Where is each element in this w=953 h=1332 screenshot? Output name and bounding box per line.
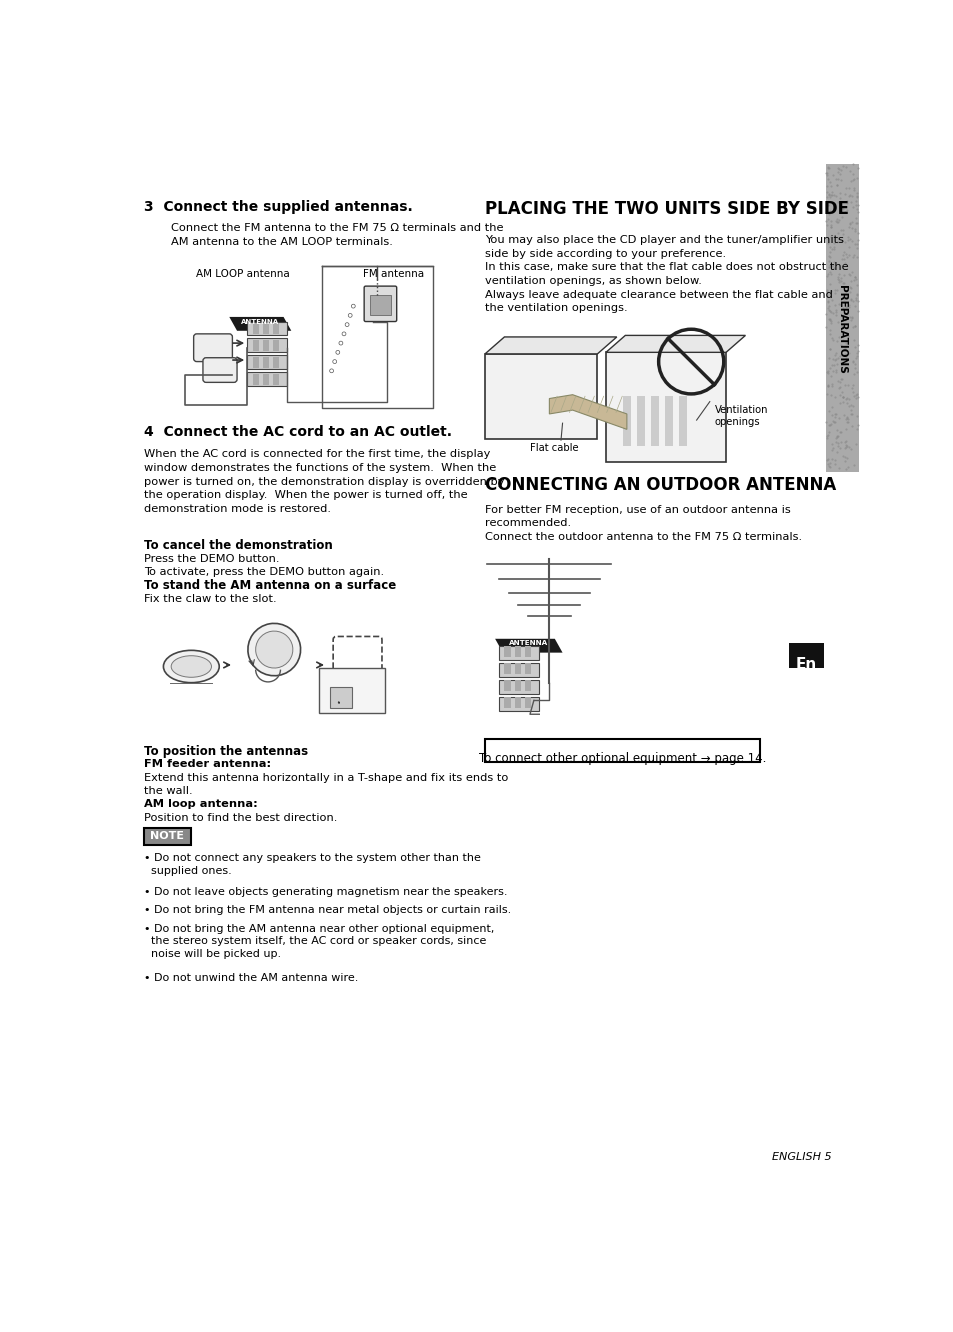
Text: AM loop antenna:: AM loop antenna:	[144, 799, 257, 809]
Bar	[262, 340, 269, 350]
Bar	[679, 396, 686, 446]
Text: To stand the AM antenna on a surface: To stand the AM antenna on a surface	[144, 579, 395, 593]
Polygon shape	[484, 337, 617, 354]
FancyBboxPatch shape	[484, 354, 597, 438]
Bar	[498, 681, 538, 694]
FancyBboxPatch shape	[144, 829, 191, 844]
Text: Press the DEMO button.
To activate, press the DEMO button again.: Press the DEMO button. To activate, pres…	[144, 554, 384, 577]
Bar	[498, 697, 538, 711]
Text: Fix the claw to the slot.: Fix the claw to the slot.	[144, 594, 276, 605]
Bar	[524, 697, 530, 709]
Bar	[253, 324, 258, 334]
Text: • Do not bring the FM antenna near metal objects or curtain rails.: • Do not bring the FM antenna near metal…	[144, 906, 511, 915]
Text: Connect the FM antenna to the FM 75 Ω terminals and the
AM antenna to the AM LOO: Connect the FM antenna to the FM 75 Ω te…	[171, 222, 503, 246]
Text: • Do not leave objects generating magnetism near the speakers.: • Do not leave objects generating magnet…	[144, 887, 507, 896]
Polygon shape	[549, 394, 626, 429]
Bar	[253, 357, 258, 368]
Bar	[514, 681, 520, 691]
Bar	[664, 396, 672, 446]
Bar	[273, 324, 278, 334]
Bar	[247, 338, 287, 353]
Ellipse shape	[255, 631, 293, 669]
Bar	[484, 739, 760, 762]
Bar	[273, 374, 278, 385]
Ellipse shape	[171, 655, 212, 677]
Text: • Do not unwind the AM antenna wire.: • Do not unwind the AM antenna wire.	[144, 972, 358, 983]
Text: To cancel the demonstration: To cancel the demonstration	[144, 538, 333, 551]
Bar	[524, 646, 530, 657]
Bar	[524, 681, 530, 691]
Text: You may also place the CD player and the tuner/amplifier units
side by side acco: You may also place the CD player and the…	[484, 236, 848, 313]
Polygon shape	[605, 336, 744, 353]
Bar	[622, 396, 630, 446]
FancyBboxPatch shape	[203, 358, 236, 382]
Bar	[253, 340, 258, 350]
Bar	[370, 296, 390, 316]
Ellipse shape	[248, 623, 300, 675]
Text: En: En	[795, 657, 816, 673]
Text: PREPARATIONS: PREPARATIONS	[837, 285, 846, 373]
Text: 3  Connect the supplied antennas.: 3 Connect the supplied antennas.	[144, 200, 413, 214]
Bar	[637, 396, 644, 446]
Text: CONNECTING AN OUTDOOR ANTENNA: CONNECTING AN OUTDOOR ANTENNA	[484, 476, 836, 494]
Bar	[273, 340, 278, 350]
Bar	[514, 663, 520, 674]
Bar	[262, 324, 269, 334]
Text: Extend this antenna horizontally in a T-shape and fix its ends to
the wall.: Extend this antenna horizontally in a T-…	[144, 773, 508, 797]
Text: When the AC cord is connected for the first time, the display
window demonstrate: When the AC cord is connected for the fi…	[144, 449, 504, 514]
Bar	[253, 374, 258, 385]
Bar	[504, 663, 510, 674]
Text: ENGLISH 5: ENGLISH 5	[771, 1152, 831, 1162]
Bar	[319, 669, 385, 713]
Text: • Do not bring the AM antenna near other optional equipment,
  the stereo system: • Do not bring the AM antenna near other…	[144, 923, 494, 959]
Bar	[650, 396, 658, 446]
FancyBboxPatch shape	[605, 353, 725, 462]
Text: ANTENNA: ANTENNA	[241, 318, 279, 325]
Bar	[247, 373, 287, 386]
Ellipse shape	[163, 650, 219, 683]
Text: PLACING THE TWO UNITS SIDE BY SIDE: PLACING THE TWO UNITS SIDE BY SIDE	[484, 200, 848, 218]
Bar	[498, 663, 538, 677]
Text: 4  Connect the AC cord to an AC outlet.: 4 Connect the AC cord to an AC outlet.	[144, 425, 452, 438]
Text: FM antenna: FM antenna	[363, 269, 424, 280]
Text: • Do not connect any speakers to the system other than the
  supplied ones.: • Do not connect any speakers to the sys…	[144, 852, 480, 875]
Text: AM LOOP antenna: AM LOOP antenna	[196, 269, 290, 280]
Bar	[247, 321, 287, 336]
Text: NOTE: NOTE	[151, 831, 184, 842]
Bar	[788, 643, 822, 669]
Text: To connect other optional equipment → page 14.: To connect other optional equipment → pa…	[478, 753, 765, 765]
Bar	[504, 697, 510, 709]
FancyBboxPatch shape	[193, 334, 233, 361]
Bar	[504, 681, 510, 691]
Bar	[262, 357, 269, 368]
Bar	[330, 686, 352, 709]
Bar	[825, 164, 858, 472]
Bar	[514, 697, 520, 709]
Text: Flat cable: Flat cable	[530, 444, 578, 453]
FancyBboxPatch shape	[364, 286, 396, 321]
Text: Ventilation
openings: Ventilation openings	[714, 405, 767, 428]
Polygon shape	[229, 317, 291, 330]
Polygon shape	[495, 639, 562, 653]
Bar	[273, 357, 278, 368]
Text: For better FM reception, use of an outdoor antenna is
recommended.
Connect the o: For better FM reception, use of an outdo…	[484, 505, 801, 542]
Bar	[262, 374, 269, 385]
Text: FM feeder antenna:: FM feeder antenna:	[144, 759, 271, 769]
Bar	[514, 646, 520, 657]
Bar	[524, 663, 530, 674]
Bar	[504, 646, 510, 657]
Text: Position to find the best direction.: Position to find the best direction.	[144, 813, 337, 823]
Text: To position the antennas: To position the antennas	[144, 745, 308, 758]
Bar	[247, 356, 287, 369]
Text: ANTENNA: ANTENNA	[508, 641, 548, 646]
Bar	[498, 646, 538, 661]
